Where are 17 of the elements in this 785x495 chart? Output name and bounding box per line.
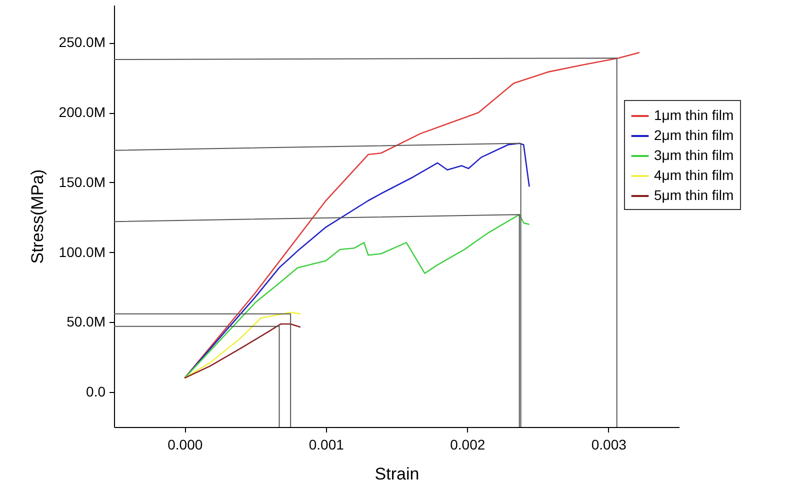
- x-tick-label: 0.003: [591, 436, 627, 452]
- y-tick-label: 100.0M: [58, 244, 106, 260]
- y-tick-label: 200.0M: [58, 104, 106, 120]
- x-tick-label: 0.002: [450, 436, 486, 452]
- y-tick-label: 50.0M: [66, 314, 106, 330]
- legend-label: 5μm thin film: [654, 187, 734, 203]
- x-axis-title: Strain: [374, 464, 420, 484]
- x-tick-label: 0.001: [308, 436, 344, 452]
- legend-label: 1μm thin film: [654, 107, 734, 123]
- y-tick-label: 150.0M: [58, 174, 106, 190]
- y-axis-title: Stress(MPa): [28, 169, 47, 264]
- x-tick-label: 0.000: [168, 436, 203, 452]
- y-tick-label: 0.0: [86, 384, 106, 400]
- legend-label: 4μm thin film: [654, 167, 734, 183]
- legend-label: 2μm thin film: [654, 127, 734, 143]
- y-tick-label: 250.0M: [58, 34, 106, 50]
- legend-label: 3μm thin film: [654, 147, 734, 163]
